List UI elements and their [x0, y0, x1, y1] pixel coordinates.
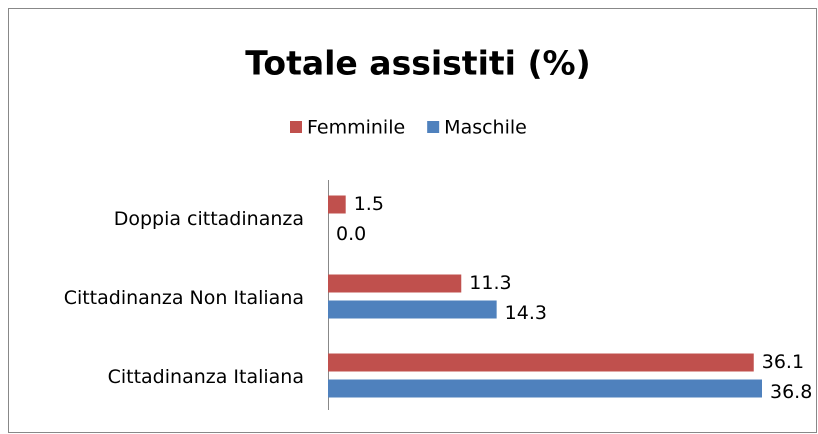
y-tick-label: Cittadinanza Non Italiana [64, 287, 304, 309]
y-tick-label: Doppia cittadinanza [114, 208, 304, 230]
legend-swatch [427, 121, 440, 133]
bar [328, 300, 497, 319]
legend-label: Maschile [444, 117, 527, 139]
data-label: 14.3 [505, 302, 547, 324]
data-label: 36.8 [770, 381, 812, 403]
bar [328, 353, 754, 372]
y-tick-label: Cittadinanza Italiana [108, 366, 304, 388]
data-label: 1.5 [354, 193, 384, 215]
data-label: 36.1 [762, 351, 804, 373]
data-label: 0.0 [336, 223, 366, 245]
chart-title: Totale assistiti (%) [245, 44, 590, 83]
bar [328, 195, 346, 214]
bar [328, 274, 462, 293]
legend-swatch [290, 121, 302, 133]
bar [328, 379, 762, 398]
legend-label: Femminile [307, 117, 405, 139]
data-label: 11.3 [469, 272, 511, 294]
